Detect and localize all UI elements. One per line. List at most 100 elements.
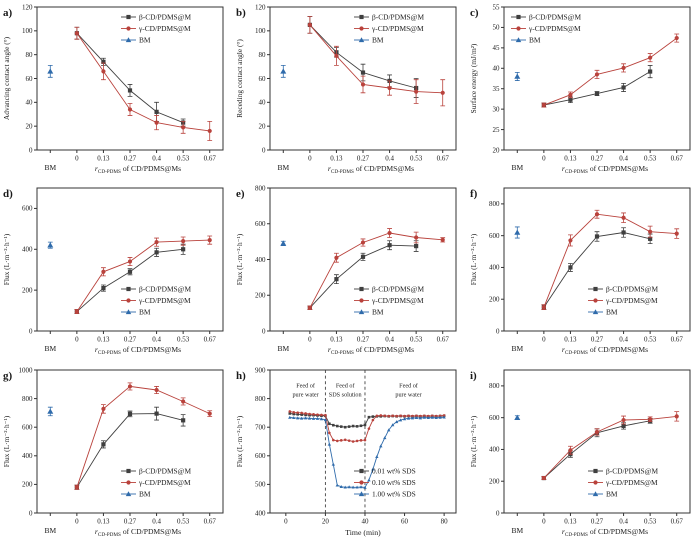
series-gamma [74,26,213,141]
svg-text:0.67: 0.67 [670,517,683,525]
x-axis: 0 0.13 0.27 0.4 0.53 0.67 BM [44,150,216,172]
legend-label: γ-CD/PDMS@M [138,24,191,33]
series-gamma [541,33,679,108]
series-gamma [74,382,213,490]
bm-point [513,71,520,81]
svg-text:0: 0 [542,155,546,163]
svg-text:0.53: 0.53 [177,336,190,344]
svg-text:0: 0 [29,328,33,336]
svg-text:80: 80 [26,51,34,59]
svg-text:200: 200 [489,477,500,485]
svg-text:0: 0 [308,336,312,344]
chart-flux-vs-time: h) 400 500 600 700 800 900 Flux (L·m⁻²·h⁻¹) 0 20 4… [235,366,457,537]
panel-a: a) 0 20 40 60 80 100 120 Advancing contact angle… [0,0,233,181]
y-axis: 0 200 400 600 [22,205,37,336]
bm-point [47,406,54,416]
svg-text:0.53: 0.53 [644,336,657,344]
svg-text:400: 400 [489,264,500,272]
svg-text:0.4: 0.4 [619,517,628,525]
series-gamma [541,410,679,480]
svg-text:0.4: 0.4 [152,336,161,344]
svg-text:45: 45 [492,44,500,52]
legend: β-CD/PDMS@M γ-CD/PDMS@M BM [510,13,581,45]
svg-text:0.27: 0.27 [124,517,137,525]
bm-tick-label: BM [278,163,290,172]
svg-text:0.27: 0.27 [357,336,370,344]
svg-text:0.13: 0.13 [564,336,577,344]
y-axis: 0 200 400 600 800 [489,201,504,336]
svg-text:600: 600 [22,423,33,431]
panel-b: b) 0 20 40 60 80 100 120 Receding contact angle … [233,0,466,181]
x-axis: 0 0.13 0.27 0.4 0.53 0.67 BM [511,150,683,172]
legend-label: β-CD/PDMS@M [529,13,581,22]
series-gamma [541,210,679,311]
svg-text:800: 800 [22,395,33,403]
legend-label: γ-CD/PDMS@M [138,296,191,305]
annotation: Feed of [336,382,356,389]
panel-g: g) 0 200 400 600 800 1000 Flux (L·m⁻²·h⁻¹) 0 0.13… [0,363,233,544]
svg-text:0.67: 0.67 [670,155,683,163]
y-axis-label: Receding contact angle (°) [235,39,244,118]
svg-text:25: 25 [492,126,500,134]
panel-label: i) [470,370,477,382]
svg-text:30: 30 [492,105,500,113]
svg-text:0.4: 0.4 [152,155,161,163]
panel-label: g) [3,370,13,382]
bm-tick-label: BM [278,344,290,353]
svg-text:0.4: 0.4 [386,155,395,163]
svg-text:0.53: 0.53 [410,155,423,163]
panel-label: d) [3,188,13,200]
legend-label: BM [606,489,618,498]
x-axis: 0 0.13 0.27 0.4 0.53 0.67 BM [44,512,216,535]
x-axis: 0 0.13 0.27 0.4 0.53 0.67 BM [278,331,450,353]
series-bm [288,415,447,489]
chart-advancing-contact-angle: a) 0 20 40 60 80 100 120 Advancing contact angle… [2,3,224,175]
svg-text:0: 0 [75,155,79,163]
svg-text:0.27: 0.27 [591,517,604,525]
y-axis: 0 20 40 60 80 100 120 [255,3,271,154]
svg-text:0: 0 [284,517,288,525]
bm-tick-label: BM [511,344,523,353]
svg-text:400: 400 [22,452,33,460]
svg-text:20: 20 [259,122,267,130]
svg-text:120: 120 [22,3,33,11]
series-gamma [288,409,446,443]
svg-text:50: 50 [492,24,500,32]
legend-label: BM [139,489,151,498]
svg-text:0: 0 [496,328,500,336]
legend-label: BM [139,308,151,317]
svg-text:800: 800 [489,201,500,209]
svg-text:0.67: 0.67 [204,336,217,344]
legend: β-CD/PDMS@M γ-CD/PDMS@M BM [121,466,191,498]
svg-text:55: 55 [492,3,500,11]
panel-h: h) 400 500 600 700 800 900 Flux (L·m⁻²·h⁻¹) 0 20 4… [233,363,466,544]
svg-text:0: 0 [75,336,79,344]
x-axis: 0 0.13 0.27 0.4 0.53 0.67 BM [278,150,450,172]
svg-text:20: 20 [492,146,500,154]
y-axis-label: Flux (L·m⁻²·h⁻¹) [235,415,244,467]
svg-text:400: 400 [22,246,33,254]
svg-text:0.27: 0.27 [124,155,137,163]
panel-label: a) [3,7,13,19]
svg-text:0.53: 0.53 [644,517,657,525]
svg-text:0.53: 0.53 [410,336,423,344]
svg-text:800: 800 [489,382,500,390]
svg-text:0.13: 0.13 [331,336,344,344]
x-axis: 0 20 40 60 80 [284,512,448,525]
x-axis-label: rCD-PDMS of CD/PDMS@Ms [562,527,648,538]
svg-text:0: 0 [496,509,500,517]
panel-f: f) 0 200 400 600 800 Flux (L·m⁻²·h⁻¹) 0 0.13 0.27… [467,181,700,362]
legend-label: γ-CD/PDMS@M [605,296,658,305]
svg-text:0.53: 0.53 [177,155,190,163]
panel-e: e) 0 200 400 600 800 Flux (L·m⁻²·h⁻¹) 0 0.13 0.27… [233,181,466,362]
svg-text:0.67: 0.67 [437,336,450,344]
svg-text:200: 200 [22,480,33,488]
svg-text:0: 0 [29,509,33,517]
legend: β-CD/PDMS@M γ-CD/PDMS@M BM [354,13,425,45]
y-axis: 0 20 40 60 80 100 120 [22,3,37,154]
svg-text:900: 900 [255,366,266,374]
y-axis-label: Advancing contact angle (°) [2,36,11,120]
chart-surface-energy: c) 20 25 30 35 40 45 50 55 Surface energy (mJ/m²)… [469,3,691,175]
svg-text:0.13: 0.13 [97,517,110,525]
bm-point [47,242,54,249]
